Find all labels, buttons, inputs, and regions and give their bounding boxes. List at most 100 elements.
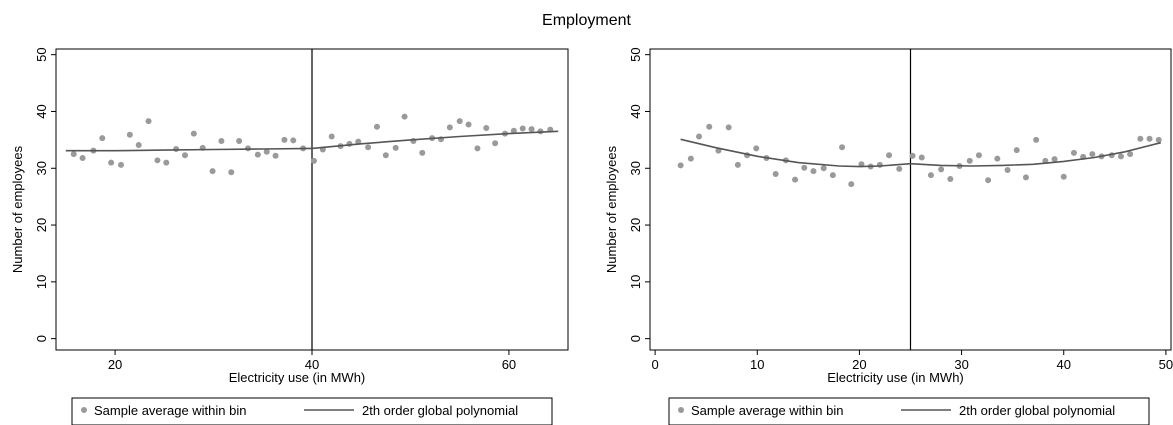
scatter-point (528, 126, 535, 133)
legend-scatter-label: Sample average within bin (94, 403, 246, 418)
scatter-point (966, 157, 973, 164)
scatter-point (909, 152, 916, 159)
scatter-point (820, 165, 827, 172)
scatter-point (419, 149, 426, 156)
fit-line (311, 130, 559, 150)
scatter-point (392, 144, 399, 151)
x-axis-label: Electricity use (in MWh) (827, 370, 964, 385)
scatter-point (876, 161, 883, 168)
legend-box (71, 397, 553, 425)
scatter-point (173, 145, 180, 152)
scatter-point (328, 133, 335, 140)
scatter-point (190, 130, 197, 137)
scatter-point (677, 162, 684, 169)
scatter-point (772, 170, 779, 177)
scatter-point (975, 152, 982, 159)
scatter-point (510, 127, 517, 134)
x-tick-label: 0 (651, 357, 658, 372)
figure-title: Employment (542, 12, 631, 29)
x-tick-label: 20 (852, 357, 866, 372)
scatter-point (218, 138, 225, 145)
scatter-point (456, 118, 463, 125)
y-tick-label: 30 (628, 161, 643, 175)
chart-panel-left: 0 10 20 30 40 50 20 40 60 Electricity use (in MWh… (10, 47, 569, 425)
x-tick-label: 60 (502, 357, 516, 372)
x-tick-label: 20 (108, 357, 122, 372)
y-tick-label: 20 (628, 218, 643, 232)
scatter-point (734, 161, 741, 168)
scatter-point (896, 165, 903, 172)
legend-scatter-marker (81, 407, 87, 413)
scatter-point (1146, 135, 1153, 142)
scatter-point (753, 145, 760, 152)
scatter-point (108, 159, 115, 166)
scatter-point (1117, 153, 1124, 160)
scatter-point (465, 121, 472, 128)
scatter-point (886, 152, 893, 159)
y-tick-label: 20 (34, 218, 49, 232)
scatter-point (1137, 135, 1144, 142)
scatter-point (1013, 147, 1020, 154)
scatter-point (373, 123, 380, 130)
scatter-point (1155, 136, 1162, 143)
y-tick-label: 10 (628, 275, 643, 289)
y-axis-label: Number of employees (604, 145, 619, 273)
scatter-point (228, 169, 235, 176)
scatter-point (792, 176, 799, 183)
scatter-point (687, 155, 694, 162)
scatter-point (994, 155, 1001, 162)
scatter-point (281, 136, 288, 143)
scatter-point (927, 172, 934, 179)
scatter-point (1022, 174, 1029, 181)
scatter-point (263, 148, 270, 155)
scatter-point (1004, 166, 1011, 173)
scatter-point (346, 140, 353, 147)
scatter-point (401, 113, 408, 120)
scatter-point (154, 157, 161, 164)
scatter-point (135, 141, 142, 148)
scatter-point (1070, 149, 1077, 156)
y-tick-label: 0 (628, 335, 643, 342)
scatter-point (126, 131, 133, 138)
scatter-point (446, 124, 453, 131)
scatter-point (801, 164, 808, 171)
fit-line (680, 138, 911, 168)
scatter-point (290, 137, 297, 144)
scatter-point (1060, 173, 1067, 180)
scatter-point (519, 125, 526, 132)
scatter-point (254, 151, 261, 158)
y-axis-label: Number of employees (10, 145, 25, 273)
y-tick-label: 50 (628, 47, 643, 61)
y-tick-label: 30 (34, 161, 49, 175)
scatter-point (1051, 156, 1058, 163)
scatter-point (1033, 136, 1040, 143)
fit-line (65, 147, 313, 152)
scatter-point (70, 151, 77, 158)
scatter-point (1127, 151, 1134, 158)
scatter-point (272, 152, 279, 159)
x-tick-label: 40 (305, 357, 319, 372)
legend-line-label: 2th order global polynomial (959, 403, 1115, 418)
scatter-point (355, 138, 362, 145)
x-tick-label: 10 (750, 357, 764, 372)
scatter-point (365, 144, 372, 151)
y-tick-label: 40 (34, 104, 49, 118)
x-tick-label: 40 (1057, 357, 1071, 372)
scatter-point (163, 159, 170, 166)
scatter-point (474, 145, 481, 152)
x-axis-label: Electricity use (in MWh) (229, 370, 366, 385)
x-tick-label: 50 (1159, 357, 1173, 372)
legend-line-label: 2th order global polynomial (362, 403, 518, 418)
scatter-point (848, 181, 855, 188)
scatter-point (79, 155, 86, 162)
scatter-point (236, 138, 243, 145)
scatter-point (938, 166, 945, 173)
scatter-point (117, 161, 124, 168)
legend-scatter-label: Sample average within bin (691, 403, 843, 418)
scatter-point (810, 168, 817, 175)
scatter-point (382, 152, 389, 159)
scatter-point (706, 123, 713, 130)
x-tick-label: 30 (954, 357, 968, 372)
scatter-point (918, 154, 925, 161)
